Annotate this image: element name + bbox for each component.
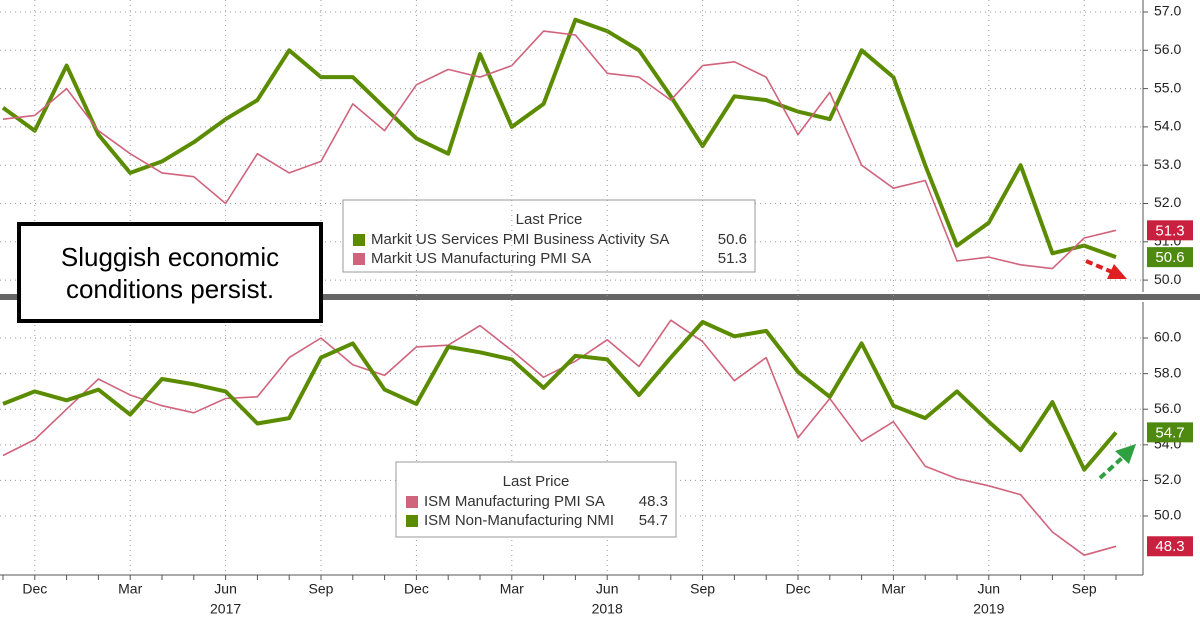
x-tick-label: Dec bbox=[22, 581, 47, 597]
last-price-tag bbox=[1147, 422, 1193, 443]
legend-label: ISM Non-Manufacturing NMI bbox=[424, 512, 614, 529]
x-tick-label: Jun bbox=[214, 581, 237, 597]
x-group-label: 2018 bbox=[592, 601, 623, 617]
plot-layer: 50.051.052.053.054.055.056.057.050.651.3… bbox=[0, 0, 1193, 617]
y-tick-label: 58.0 bbox=[1154, 364, 1181, 380]
annotation: Sluggish economic conditions persist. bbox=[60, 241, 280, 304]
x-group-label: 2019 bbox=[973, 601, 1004, 617]
legend-value: 50.6 bbox=[718, 231, 747, 248]
x-tick-label: Mar bbox=[881, 581, 905, 597]
last-price-tag bbox=[1147, 247, 1193, 268]
series-line bbox=[1, 17, 1117, 259]
x-group-label: 2017 bbox=[210, 601, 241, 617]
legend-title: Last Price bbox=[503, 473, 570, 490]
legend-swatch bbox=[353, 253, 365, 265]
legend-value: 54.7 bbox=[639, 512, 668, 529]
last-price-tag-label: 54.7 bbox=[1155, 424, 1184, 441]
y-tick-label: 54.0 bbox=[1154, 118, 1181, 134]
y-tick-label: 56.0 bbox=[1154, 41, 1181, 57]
y-tick-label: 56.0 bbox=[1154, 400, 1181, 416]
last-price-tag bbox=[1147, 536, 1193, 557]
series-line bbox=[2, 320, 1118, 472]
y-tick-label: 50.0 bbox=[1154, 507, 1181, 523]
y-tick-label: 52.0 bbox=[1154, 194, 1181, 210]
legend-swatch bbox=[406, 496, 418, 508]
last-price-tag-label: 50.6 bbox=[1155, 249, 1184, 266]
legend-label: Markit US Services PMI Business Activity… bbox=[371, 231, 669, 248]
x-tick-label: Mar bbox=[118, 581, 142, 597]
last-price-tag bbox=[1147, 220, 1193, 241]
last-price-tag-label: 48.3 bbox=[1155, 538, 1184, 555]
x-tick-label: Dec bbox=[786, 581, 811, 597]
x-tick-label: Jun bbox=[596, 581, 619, 597]
legend-label: Markit US Manufacturing PMI SA bbox=[371, 250, 591, 267]
y-tick-label: 57.0 bbox=[1154, 3, 1181, 19]
legend-value: 48.3 bbox=[639, 493, 668, 510]
x-tick-label: Sep bbox=[1072, 581, 1097, 597]
y-tick-label: 50.0 bbox=[1154, 271, 1181, 287]
legend-title: Last Price bbox=[516, 211, 583, 228]
annotation-holder: Sluggish economic conditions persist. bbox=[60, 241, 280, 304]
y-tick-label: 55.0 bbox=[1154, 79, 1181, 95]
x-tick-label: Mar bbox=[500, 581, 524, 597]
legend-box bbox=[342, 199, 756, 273]
y-tick-label: 60.0 bbox=[1154, 329, 1181, 345]
legend-box bbox=[395, 461, 677, 538]
x-tick-label: Dec bbox=[404, 581, 429, 597]
arrow-green bbox=[1098, 444, 1136, 480]
y-tick-label: 53.0 bbox=[1154, 156, 1181, 172]
x-tick-label: Sep bbox=[309, 581, 334, 597]
annotation-box bbox=[17, 222, 323, 323]
legend-swatch bbox=[406, 515, 418, 527]
last-price-tag-label: 51.3 bbox=[1155, 222, 1184, 239]
y-tick-label: 52.0 bbox=[1154, 471, 1181, 487]
x-tick-label: Sep bbox=[690, 581, 715, 597]
legend-swatch bbox=[353, 234, 365, 246]
arrow-red bbox=[1085, 259, 1127, 279]
series-line bbox=[2, 30, 1117, 270]
legend-label: ISM Manufacturing PMI SA bbox=[424, 493, 605, 510]
x-tick-label: Jun bbox=[978, 581, 1001, 597]
panel-separator bbox=[0, 294, 1200, 300]
legend-value: 51.3 bbox=[718, 250, 747, 267]
